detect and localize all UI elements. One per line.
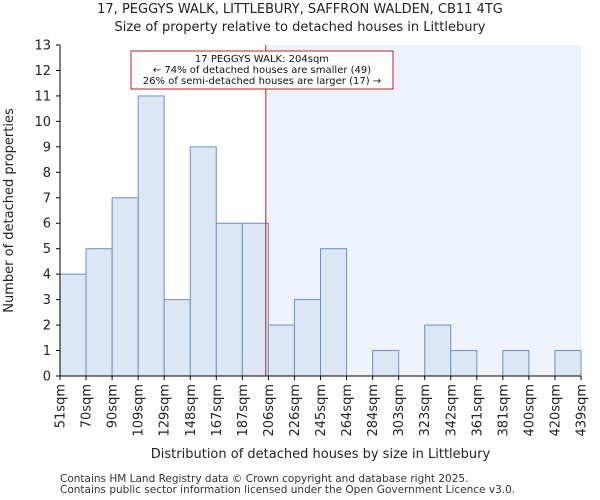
x-tick-label: 148sqm	[184, 384, 199, 437]
x-tick-label: 90sqm	[106, 384, 121, 428]
y-axis-label: Number of detached properties	[2, 108, 17, 313]
x-axis-label: Distribution of detached houses by size …	[151, 447, 491, 462]
x-tick-label: 420sqm	[548, 384, 563, 437]
y-tick-label: 6	[43, 217, 51, 232]
x-tick-label: 342sqm	[444, 384, 459, 437]
annotation-box: 17 PEGGYS WALK: 204sqm ← 74% of detached…	[130, 50, 394, 90]
bar	[267, 324, 295, 377]
bar	[450, 350, 478, 377]
y-tick-label: 11	[34, 89, 51, 104]
y-tick-label: 1	[43, 344, 51, 359]
y-tick-label: 10	[34, 115, 51, 130]
bar	[372, 350, 400, 377]
bar	[424, 324, 452, 377]
x-tick-label: 439sqm	[575, 384, 590, 437]
bar	[215, 222, 243, 377]
y-tick-label: 13	[34, 39, 51, 54]
bar	[85, 248, 113, 377]
x-tick-label: 187sqm	[236, 384, 251, 437]
x-tick-label: 206sqm	[262, 384, 277, 437]
bar	[189, 146, 217, 377]
x-tick-label: 400sqm	[522, 384, 537, 437]
x-tick-label: 109sqm	[132, 384, 147, 437]
bar	[59, 273, 87, 377]
x-tick-label: 323sqm	[418, 384, 433, 437]
annotation-line-1: 17 PEGGYS WALK: 204sqm	[195, 54, 329, 65]
x-tick-label: 70sqm	[80, 384, 95, 428]
x-tick-label: 284sqm	[366, 384, 381, 437]
x-tick-label: 51sqm	[54, 384, 69, 428]
x-tick-label: 167sqm	[210, 384, 225, 437]
x-tick-label: 381sqm	[496, 384, 511, 437]
footer-line-1: Contains HM Land Registry data © Crown c…	[60, 473, 469, 485]
annotation-line-2: ← 74% of detached houses are smaller (49…	[153, 65, 371, 76]
bar	[320, 248, 348, 377]
y-tick-label: 4	[43, 268, 51, 283]
y-tick-label: 3	[43, 293, 51, 308]
y-tick-label: 7	[43, 191, 51, 206]
bar	[137, 95, 165, 377]
bar	[502, 350, 530, 377]
annotation-frame	[130, 50, 394, 90]
y-tick-label: 8	[43, 166, 51, 181]
bar	[293, 299, 322, 377]
x-tick-label: 245sqm	[314, 384, 329, 437]
x-tick-label: 264sqm	[340, 384, 355, 437]
x-tick-label: 361sqm	[470, 384, 485, 437]
y-tick-label: 9	[43, 140, 51, 155]
chart-title: 17, PEGGYS WALK, LITTLEBURY, SAFFRON WAL…	[97, 2, 503, 17]
y-tick-label: 0	[43, 370, 51, 385]
footer-line-2: Contains public sector information licen…	[60, 484, 516, 496]
x-tick-label: 129sqm	[158, 384, 173, 437]
x-tick-label: 303sqm	[392, 384, 407, 437]
y-tick-label: 2	[43, 319, 51, 334]
y-tick-label: 5	[43, 242, 51, 257]
bar	[241, 222, 269, 377]
y-tick-label: 12	[34, 64, 51, 79]
x-tick-label: 226sqm	[288, 384, 303, 437]
bar	[554, 350, 582, 377]
bar	[111, 197, 139, 377]
chart-subtitle: Size of property relative to detached ho…	[114, 20, 486, 35]
bar	[163, 299, 191, 377]
annotation-line-3: 26% of semi-detached houses are larger (…	[143, 76, 381, 87]
